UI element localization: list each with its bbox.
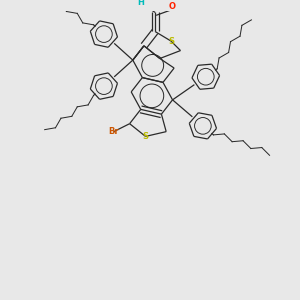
Text: S: S (168, 37, 174, 46)
Text: O: O (169, 2, 176, 10)
Text: H: H (137, 0, 144, 8)
Text: Br: Br (108, 127, 119, 136)
Text: S: S (142, 132, 148, 141)
